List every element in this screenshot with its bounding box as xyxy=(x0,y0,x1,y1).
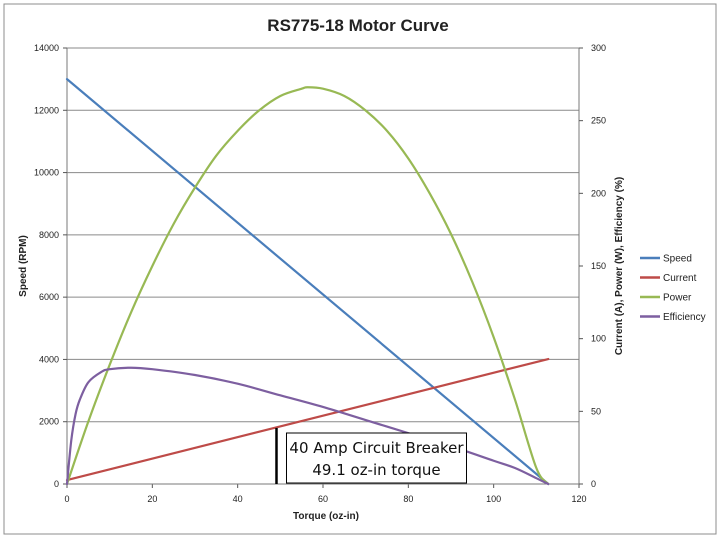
legend-label-efficiency: Efficiency xyxy=(663,312,706,323)
annotation-line-2: 49.1 oz-in torque xyxy=(312,461,440,479)
y-right-tick-label: 50 xyxy=(591,406,601,416)
y-left-tick-label: 0 xyxy=(54,479,59,489)
y-left-tick-label: 2000 xyxy=(39,417,59,427)
y-axis-right-label: Current (A), Power (W), Efficiency (%) xyxy=(614,177,625,355)
series-line-current xyxy=(65,357,550,482)
annotation-box xyxy=(285,432,467,484)
y-right-tick-label: 300 xyxy=(591,43,606,53)
series-line-efficiency xyxy=(65,366,550,486)
y-left-tick-label: 8000 xyxy=(39,230,59,240)
x-axis-label: Torque (oz-in) xyxy=(293,511,359,522)
legend-label-power: Power xyxy=(663,293,692,304)
x-tick-label: 120 xyxy=(571,494,586,504)
legend: Speed Current Power Efficiency xyxy=(640,254,706,323)
x-tick-label: 0 xyxy=(64,494,69,504)
y-left-tick-label: 14000 xyxy=(34,43,59,53)
legend-label-current: Current xyxy=(663,273,697,284)
series-line-speed xyxy=(65,78,550,486)
x-tick-label: 20 xyxy=(147,494,157,504)
x-tick-label: 60 xyxy=(318,494,328,504)
y-left-tick-label: 12000 xyxy=(34,105,59,115)
x-tick-label: 40 xyxy=(233,494,243,504)
y-left-tick-label: 4000 xyxy=(39,354,59,364)
chart-title: RS775-18 Motor Curve xyxy=(267,16,448,35)
legend-label-speed: Speed xyxy=(663,254,692,265)
y-right-tick-label: 100 xyxy=(591,334,606,344)
series-lines xyxy=(65,78,550,486)
axes xyxy=(63,47,583,488)
series-line-power xyxy=(65,86,550,486)
annotation-line-1: 40 Amp Circuit Breaker xyxy=(289,439,464,457)
y-right-tick-label: 250 xyxy=(591,116,606,126)
y-right-tick-label: 150 xyxy=(591,261,606,271)
y-left-tick-label: 10000 xyxy=(34,168,59,178)
grid-lines xyxy=(67,47,579,423)
y-right-tick-label: 0 xyxy=(591,479,596,489)
y-right-tick-label: 200 xyxy=(591,188,606,198)
y-axis-left-label: Speed (RPM) xyxy=(18,235,29,297)
x-tick-label: 80 xyxy=(403,494,413,504)
y-left-tick-label: 6000 xyxy=(39,292,59,302)
x-tick-label: 100 xyxy=(486,494,501,504)
tick-labels: 0200040006000800010000120001400005010015… xyxy=(34,43,606,504)
annotation: 40 Amp Circuit Breaker 49.1 oz-in torque xyxy=(275,427,467,484)
